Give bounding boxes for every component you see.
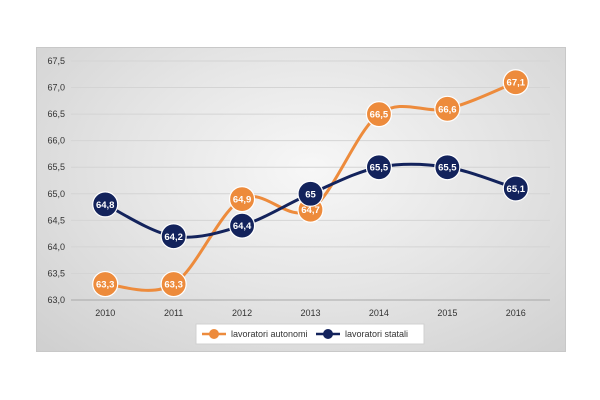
data-label: 66,5	[370, 110, 389, 121]
data-point	[297, 180, 324, 207]
legend-label: lavoratori statali	[345, 329, 408, 339]
x-tick-label: 2015	[437, 308, 457, 318]
x-tick-label: 2016	[506, 308, 526, 318]
y-tick-label: 66,5	[47, 109, 65, 119]
data-point	[228, 212, 256, 239]
data-point	[434, 154, 461, 181]
data-label: 65	[305, 189, 316, 200]
x-tick-label: 2012	[232, 308, 252, 318]
data-label: 65,5	[370, 163, 389, 174]
data-point	[160, 270, 187, 298]
y-tick-label: 65,5	[47, 162, 65, 172]
data-label: 64,2	[164, 232, 183, 243]
y-tick-label: 64,0	[47, 242, 65, 252]
legend-swatch-marker	[323, 329, 333, 339]
y-tick-label: 66,0	[47, 136, 65, 146]
data-label: 64,4	[233, 221, 252, 232]
data-label: 66,6	[438, 104, 457, 115]
y-tick-label: 65,0	[47, 189, 65, 199]
legend-label: lavoratori autonomi	[231, 329, 308, 339]
data-point	[92, 270, 119, 298]
data-point	[365, 154, 393, 181]
data-point	[502, 69, 529, 96]
x-tick-label: 2013	[300, 308, 320, 318]
y-tick-label: 64,5	[47, 215, 65, 225]
y-tick-label: 67,5	[47, 56, 65, 66]
data-label: 63,3	[164, 280, 183, 291]
data-label: 64,7	[301, 205, 320, 216]
legend-box	[195, 323, 425, 345]
y-tick-label: 63,0	[47, 295, 65, 305]
data-point	[228, 185, 256, 213]
x-tick-label: 2014	[369, 308, 389, 318]
data-point	[502, 175, 529, 202]
data-point	[434, 95, 461, 122]
data-point	[160, 223, 187, 250]
data-point	[365, 101, 393, 128]
data-label: 63,3	[96, 280, 115, 291]
data-label: 64,8	[96, 200, 115, 211]
y-tick-label: 67,0	[47, 83, 65, 93]
data-label: 65,1	[507, 184, 526, 195]
data-label: 64,9	[233, 195, 252, 206]
x-tick-label: 2011	[164, 308, 183, 318]
x-tick-label: 2010	[95, 308, 115, 318]
data-point	[92, 191, 119, 218]
data-label: 67,1	[507, 78, 526, 89]
data-label: 65,5	[438, 163, 457, 174]
y-tick-label: 63,5	[47, 268, 65, 278]
legend-swatch-marker	[209, 329, 219, 339]
